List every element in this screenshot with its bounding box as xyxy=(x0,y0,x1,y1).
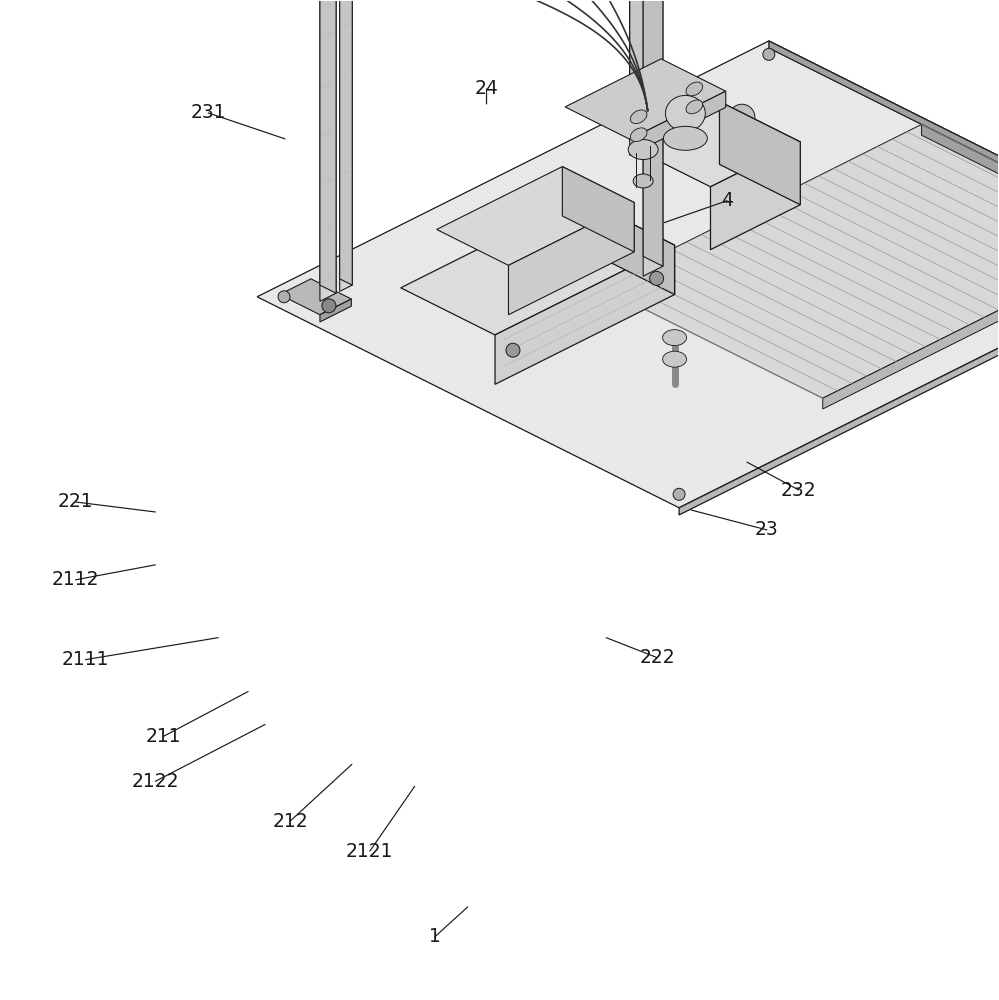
Text: 2122: 2122 xyxy=(132,772,179,791)
Polygon shape xyxy=(320,0,336,293)
Polygon shape xyxy=(679,252,999,515)
Polygon shape xyxy=(629,91,725,155)
Polygon shape xyxy=(643,0,663,276)
Text: 2112: 2112 xyxy=(52,570,99,589)
Ellipse shape xyxy=(628,140,658,160)
Circle shape xyxy=(649,271,663,285)
Text: 1: 1 xyxy=(429,927,441,946)
Text: 222: 222 xyxy=(639,648,675,667)
Ellipse shape xyxy=(686,100,702,114)
Polygon shape xyxy=(340,0,353,285)
Polygon shape xyxy=(320,0,336,301)
Polygon shape xyxy=(643,0,663,266)
Polygon shape xyxy=(598,124,999,398)
Polygon shape xyxy=(257,41,999,508)
Polygon shape xyxy=(508,203,634,315)
Ellipse shape xyxy=(633,174,653,188)
Polygon shape xyxy=(437,167,634,265)
Text: 232: 232 xyxy=(781,481,816,500)
Polygon shape xyxy=(580,198,674,295)
Polygon shape xyxy=(769,41,999,259)
Circle shape xyxy=(278,291,290,303)
Ellipse shape xyxy=(663,126,707,150)
Ellipse shape xyxy=(630,110,647,124)
Circle shape xyxy=(729,104,755,130)
Circle shape xyxy=(763,48,775,60)
Polygon shape xyxy=(710,142,800,250)
Ellipse shape xyxy=(665,95,705,131)
Polygon shape xyxy=(823,237,999,409)
Polygon shape xyxy=(629,102,800,187)
Polygon shape xyxy=(340,0,353,291)
Polygon shape xyxy=(401,198,674,335)
Circle shape xyxy=(322,299,336,313)
Polygon shape xyxy=(496,245,674,384)
Polygon shape xyxy=(565,59,725,139)
Polygon shape xyxy=(719,102,800,205)
Text: 24: 24 xyxy=(475,79,499,98)
Polygon shape xyxy=(280,279,352,315)
Text: 212: 212 xyxy=(272,812,308,831)
Text: 4: 4 xyxy=(721,191,733,210)
Ellipse shape xyxy=(662,351,686,367)
Ellipse shape xyxy=(662,330,686,346)
Polygon shape xyxy=(320,299,352,322)
Text: 221: 221 xyxy=(58,492,93,511)
Ellipse shape xyxy=(686,82,702,96)
Circle shape xyxy=(505,343,519,357)
Text: 2111: 2111 xyxy=(62,650,109,669)
Ellipse shape xyxy=(630,128,647,142)
Text: 231: 231 xyxy=(191,103,226,122)
Polygon shape xyxy=(921,124,999,247)
Circle shape xyxy=(673,488,685,500)
Text: 211: 211 xyxy=(146,727,181,746)
Text: 23: 23 xyxy=(755,520,779,539)
Polygon shape xyxy=(629,0,649,132)
Polygon shape xyxy=(629,0,649,142)
Polygon shape xyxy=(562,167,634,252)
Text: 2121: 2121 xyxy=(346,842,394,861)
